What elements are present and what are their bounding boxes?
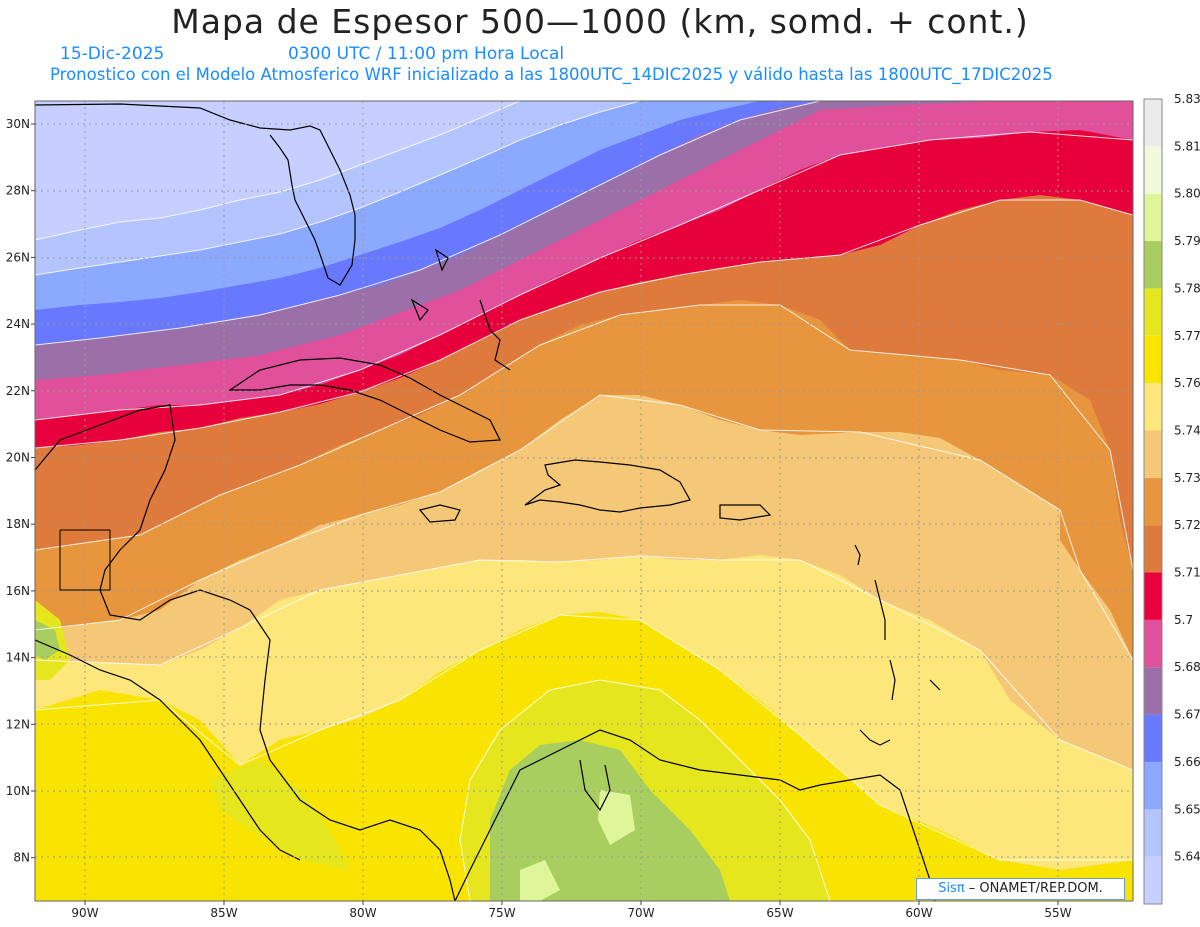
lon-tick-label: 90W <box>71 906 98 920</box>
colorbar-swatch <box>1144 667 1162 715</box>
colorbar-swatch <box>1144 714 1162 762</box>
lon-tick-label: 85W <box>210 906 237 920</box>
lon-tick-label: 75W <box>488 906 515 920</box>
lon-tick-label: 70W <box>627 906 654 920</box>
credit-box: Sisπ – ONAMET/REP.DOM. <box>916 878 1125 900</box>
colorbar-label: 5.652 <box>1174 802 1200 816</box>
colorbar-swatch <box>1144 856 1162 904</box>
lat-tick-label: 24N <box>6 317 30 331</box>
lat-tick-label: 20N <box>6 451 30 465</box>
colorbar-swatch <box>1144 335 1162 384</box>
lat-tick-label: 18N <box>6 517 30 531</box>
colorbar: 5.64 5.652 5.664 5.676 5.688 5.7 5.712 5.724 5.7… <box>1143 92 1200 905</box>
colorbar-swatch <box>1144 525 1162 573</box>
colorbar-label: 5.772 <box>1174 329 1200 343</box>
colorbar-label: 5.736 <box>1174 471 1200 485</box>
credit-brand: Sisπ <box>938 881 965 896</box>
band-5.807 <box>598 790 635 845</box>
colorbar-label: 5.76 <box>1174 376 1200 390</box>
lat-tick-label: 16N <box>6 584 30 598</box>
colorbar-swatch <box>1144 430 1162 478</box>
band-5.795-honduras <box>35 620 60 660</box>
colorbar-swatch <box>1144 809 1162 857</box>
band-5.807-b <box>520 860 560 901</box>
model-note: Pronostico con el Modelo Atmosferico WRF… <box>50 65 1053 84</box>
lat-tick-label: 8N <box>13 851 30 865</box>
colorbar-label: 5.783 <box>1174 281 1200 295</box>
longitude-axis: 90W 85W 80W 75W 70W 65W 60W 55W <box>71 901 1072 920</box>
colorbar-label: 5.795 <box>1174 234 1200 248</box>
lat-tick-label: 22N <box>6 384 30 398</box>
colorbar-label: 5.712 <box>1174 566 1200 580</box>
colorbar-label: 5.676 <box>1174 708 1200 722</box>
colorbar-frame <box>1143 98 1163 905</box>
lon-tick-label: 80W <box>349 906 376 920</box>
colorbar-swatch <box>1144 761 1162 810</box>
lon-tick-label: 65W <box>766 906 793 920</box>
colorbar-swatch <box>1144 477 1162 526</box>
band-5.795-west <box>210 760 350 870</box>
colorbar-swatch <box>1144 383 1162 431</box>
colorbar-swatch <box>1144 193 1162 242</box>
contour-lines <box>35 101 1133 901</box>
lat-tick-label: 28N <box>6 184 30 198</box>
credit-org: – ONAMET/REP.DOM. <box>964 881 1103 896</box>
map-title: Mapa de Espesor 500—1000 (km, somd. + co… <box>171 2 1029 41</box>
colorbar-label: 5.831 <box>1174 92 1200 106</box>
lat-tick-label: 12N <box>6 717 30 731</box>
coastlines <box>35 103 941 901</box>
lon-tick-label: 55W <box>1044 906 1071 920</box>
colorbar-swatch <box>1144 288 1162 336</box>
colorbar-label: 5.724 <box>1174 518 1200 532</box>
colorbar-swatch <box>1144 146 1162 194</box>
colorbar-label: 5.748 <box>1174 423 1200 437</box>
map-panel <box>35 101 1133 901</box>
colorbar-label: 5.7 <box>1174 613 1193 627</box>
colorbar-swatch <box>1144 619 1162 668</box>
lon-tick-label: 60W <box>905 906 932 920</box>
grid-lines <box>35 101 1133 901</box>
colorbar-label: 5.64 <box>1174 850 1200 864</box>
latitude-axis: 30N 28N 26N 24N 22N 20N 18N 16N 14N 12N 10N 8N <box>6 117 35 865</box>
colorbar-label: 5.664 <box>1174 755 1200 769</box>
colorbar-swatch <box>1144 572 1162 620</box>
colorbar-swatch <box>1144 241 1162 289</box>
colorbar-swatch <box>1144 99 1162 147</box>
lat-tick-label: 26N <box>6 250 30 264</box>
forecast-time: 0300 UTC / 11:00 pm Hora Local <box>288 44 565 64</box>
lat-tick-label: 10N <box>6 784 30 798</box>
map-frame <box>34 100 1134 902</box>
colorbar-label: 5.819 <box>1174 139 1200 153</box>
forecast-date: 15-Dic-2025 <box>60 44 165 64</box>
colorbar-label: 5.688 <box>1174 660 1200 674</box>
colorbar-label: 5.807 <box>1174 187 1200 201</box>
lat-tick-label: 30N <box>6 117 30 131</box>
band-5.652 <box>35 101 520 240</box>
lat-tick-label: 14N <box>6 651 30 665</box>
